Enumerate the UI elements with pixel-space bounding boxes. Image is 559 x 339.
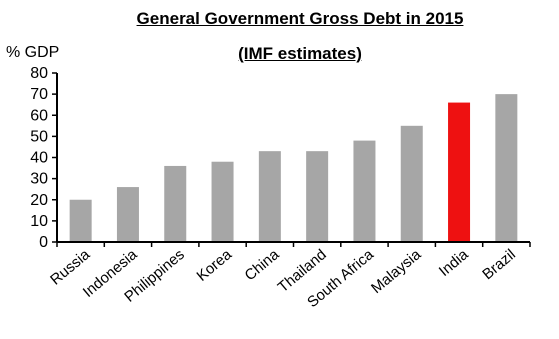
bar-india — [448, 102, 471, 242]
bar-south-africa — [353, 140, 376, 242]
x-tick-label: Brazil — [479, 246, 519, 283]
bar-malaysia — [400, 125, 423, 242]
bar-thailand — [306, 151, 329, 242]
chart-subtitle: (IMF estimates) — [238, 44, 362, 63]
y-tick-label: 50 — [30, 128, 48, 145]
y-tick-label: 60 — [30, 107, 48, 124]
y-axis-label: % GDP — [6, 44, 60, 61]
x-tick-label: India — [436, 246, 472, 280]
x-tick-label: Korea — [194, 246, 236, 285]
bar-china — [258, 151, 281, 242]
y-tick-label: 80 — [30, 65, 48, 82]
bar-brazil — [495, 94, 518, 242]
bar-korea — [211, 161, 234, 242]
bar-philippines — [164, 165, 187, 242]
y-tick-label: 40 — [30, 150, 48, 167]
y-tick-label: 70 — [30, 86, 48, 103]
y-tick-label: 20 — [30, 192, 48, 209]
y-tick-label: 10 — [30, 213, 48, 230]
x-tick-label: Malaysia — [368, 246, 425, 297]
chart-title: General Government Gross Debt in 2015 — [136, 9, 464, 28]
bar-russia — [69, 199, 92, 242]
x-tick-label: China — [241, 246, 282, 285]
bar-indonesia — [116, 187, 139, 242]
y-tick-label: 0 — [39, 234, 48, 251]
y-tick-label: 30 — [30, 171, 48, 188]
